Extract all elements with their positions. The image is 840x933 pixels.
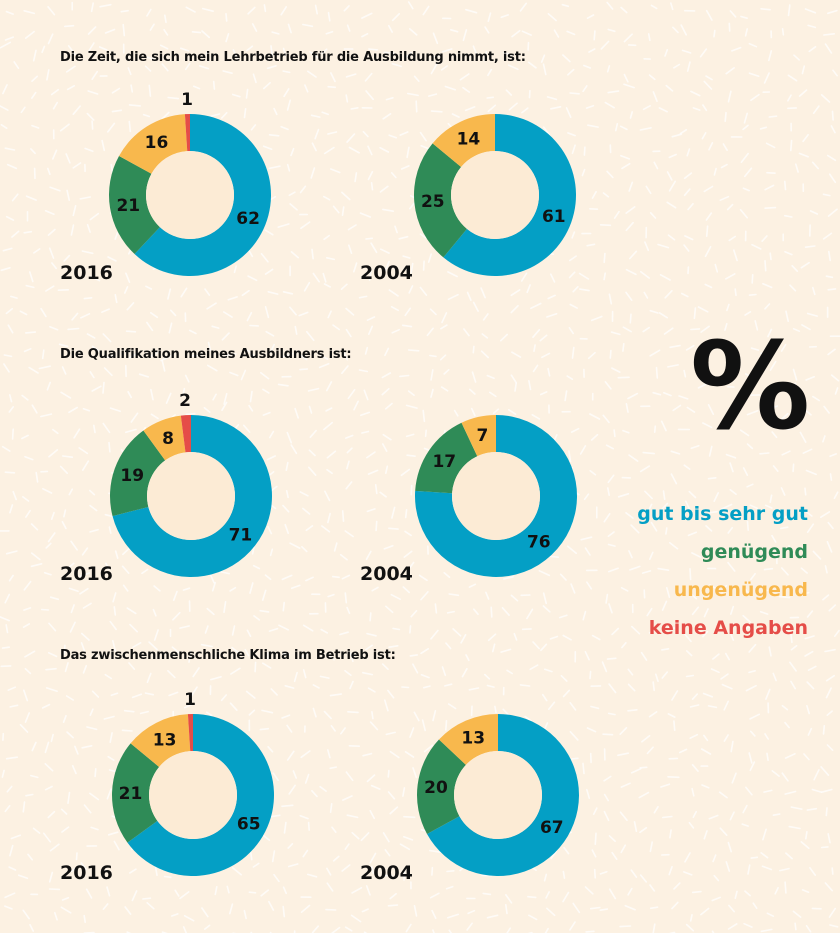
data-label-gut-bis-sehr-gut: 76 bbox=[527, 533, 551, 553]
donut-slice-gut-bis-sehr-gut bbox=[443, 114, 576, 276]
donut-slice-genuegend bbox=[110, 430, 166, 517]
section-title-qualifikation: Die Qualifikation meines Ausbildners ist… bbox=[60, 347, 352, 362]
year-label-zeit-2004: 2004 bbox=[360, 262, 413, 284]
year-label-klima-2004: 2004 bbox=[360, 862, 413, 884]
data-label-gut-bis-sehr-gut: 71 bbox=[229, 525, 253, 545]
donut-zeit-2016: 62 21 16 1 bbox=[108, 90, 271, 276]
donut-hole bbox=[451, 151, 539, 239]
year-label-qualifikation-2016: 2016 bbox=[60, 563, 113, 585]
data-label-ungenuegend: 13 bbox=[461, 729, 485, 749]
data-label-genuegend: 21 bbox=[119, 784, 143, 804]
donut-slice-ungenuegend bbox=[143, 415, 186, 461]
donut-klima-2016: 65 21 13 1 bbox=[112, 690, 274, 876]
data-label-ungenuegend: 8 bbox=[162, 429, 174, 449]
donut-qualifikation-2004: 76 17 7 bbox=[415, 415, 577, 577]
donut-hole bbox=[146, 151, 234, 239]
year-label-zeit-2016: 2016 bbox=[60, 262, 113, 284]
section-title-klima: Das zwischenmenschliche Klima im Betrieb… bbox=[60, 648, 396, 663]
donut-hole bbox=[454, 751, 542, 839]
data-label-genuegend: 17 bbox=[432, 452, 456, 472]
data-label-ungenuegend: 7 bbox=[476, 426, 488, 446]
donut-slice-genuegend bbox=[414, 143, 467, 258]
donut-slice-genuegend bbox=[112, 743, 160, 843]
data-label-gut-bis-sehr-gut: 61 bbox=[542, 207, 566, 227]
donut-slice-genuegend bbox=[108, 155, 160, 255]
year-label-qualifikation-2004: 2004 bbox=[360, 563, 413, 585]
donut-slice-keine-angaben bbox=[184, 114, 190, 152]
donut-slice-keine-angaben bbox=[180, 415, 191, 453]
section-title-zeit: Die Zeit, die sich mein Lehrbetrieb für … bbox=[60, 50, 526, 65]
donut-slice-genuegend bbox=[417, 739, 466, 835]
donut-slice-gut-bis-sehr-gut bbox=[415, 415, 577, 577]
legend-genuegend: genügend bbox=[700, 541, 808, 563]
legend-ungenuegend: ungenügend bbox=[673, 579, 808, 601]
legend-keine-angaben: keine Angaben bbox=[648, 617, 808, 639]
data-label-keine-angaben: 1 bbox=[184, 690, 196, 710]
legend-gut-bis-sehr-gut: gut bis sehr gut bbox=[637, 503, 808, 525]
donut-slice-gut-bis-sehr-gut bbox=[127, 714, 274, 876]
donut-slice-ungenuegend bbox=[119, 114, 188, 174]
data-label-ungenuegend: 14 bbox=[457, 129, 481, 149]
donut-slice-ungenuegend bbox=[438, 714, 498, 765]
donut-slice-keine-angaben bbox=[187, 714, 193, 752]
data-label-ungenuegend: 16 bbox=[145, 133, 169, 153]
donut-klima-2004: 67 20 13 bbox=[417, 714, 579, 876]
donut-zeit-2004: 61 25 14 bbox=[414, 114, 576, 276]
donut-slice-ungenuegend bbox=[130, 714, 191, 767]
data-label-genuegend: 20 bbox=[424, 778, 448, 798]
data-label-gut-bis-sehr-gut: 67 bbox=[540, 818, 564, 838]
data-label-gut-bis-sehr-gut: 65 bbox=[237, 814, 261, 834]
data-label-genuegend: 25 bbox=[421, 192, 445, 212]
donut-slice-ungenuegend bbox=[461, 415, 496, 457]
donut-hole bbox=[452, 452, 540, 540]
donut-slice-genuegend bbox=[415, 422, 478, 494]
donut-slice-gut-bis-sehr-gut bbox=[427, 714, 579, 876]
donut-qualifikation-2016: 71 19 82 bbox=[110, 391, 272, 577]
donut-slice-gut-bis-sehr-gut bbox=[134, 114, 271, 276]
data-label-keine-angaben: 1 bbox=[181, 90, 193, 110]
data-label-ungenuegend: 13 bbox=[153, 730, 177, 750]
percent-symbol: % bbox=[690, 318, 811, 457]
year-label-klima-2016: 2016 bbox=[60, 862, 113, 884]
data-label-keine-angaben: 2 bbox=[179, 391, 191, 411]
data-label-genuegend: 21 bbox=[116, 196, 140, 216]
data-label-gut-bis-sehr-gut: 62 bbox=[236, 209, 260, 229]
donut-hole bbox=[149, 751, 237, 839]
data-label-genuegend: 19 bbox=[120, 466, 144, 486]
donut-slice-gut-bis-sehr-gut bbox=[112, 415, 272, 577]
donut-slice-ungenuegend bbox=[432, 114, 495, 167]
donut-hole bbox=[147, 452, 235, 540]
